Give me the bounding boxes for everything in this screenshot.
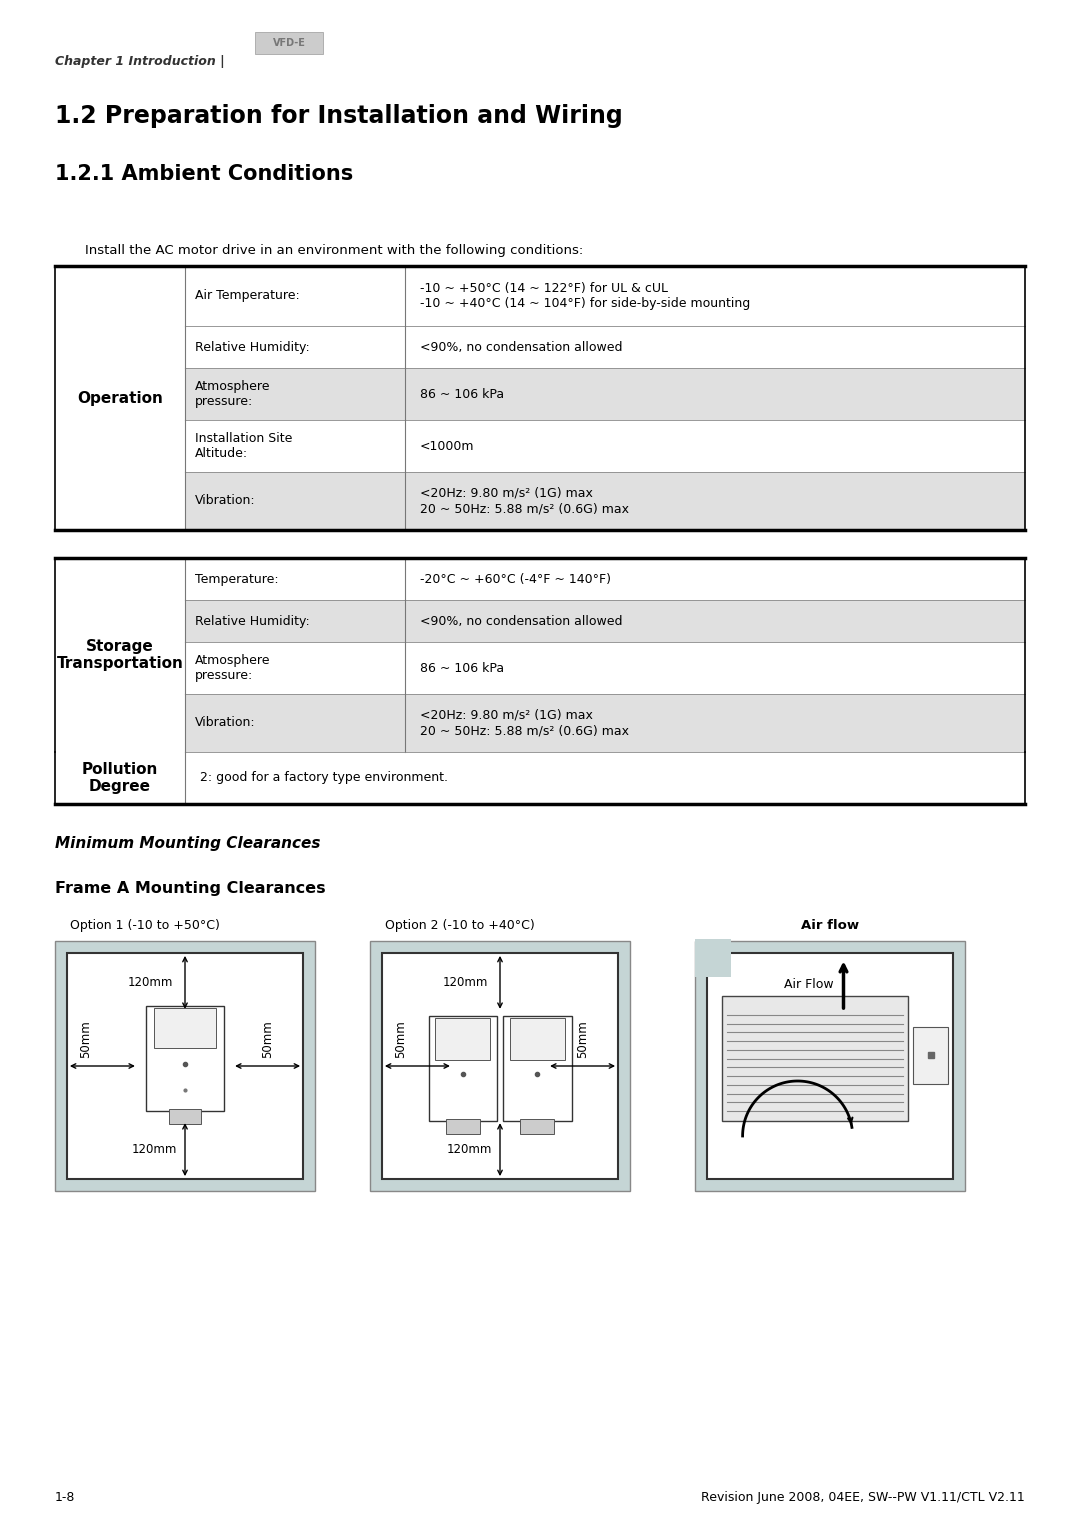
Text: 1.2 Preparation for Installation and Wiring: 1.2 Preparation for Installation and Wir… xyxy=(55,104,623,127)
Bar xyxy=(405,265,1025,327)
Text: Air flow: Air flow xyxy=(801,919,859,933)
Bar xyxy=(170,1109,201,1123)
Bar xyxy=(146,1006,224,1111)
Text: <20Hz: 9.80 m/s² (1G) max
20 ~ 50Hz: 5.88 m/s² (0.6G) max: <20Hz: 9.80 m/s² (1G) max 20 ~ 50Hz: 5.8… xyxy=(420,709,629,736)
Bar xyxy=(185,472,405,531)
Bar xyxy=(405,368,1025,420)
Text: 120mm: 120mm xyxy=(443,976,488,989)
Bar xyxy=(429,1016,497,1121)
Text: 120mm: 120mm xyxy=(447,1143,492,1157)
Bar xyxy=(503,1016,571,1121)
Text: -10 ~ +50°C (14 ~ 122°F) for UL & cUL
-10 ~ +40°C (14 ~ 104°F) for side-by-side : -10 ~ +50°C (14 ~ 122°F) for UL & cUL -1… xyxy=(420,282,751,310)
Bar xyxy=(723,996,908,1121)
Bar xyxy=(55,265,185,327)
Text: Atmosphere
pressure:: Atmosphere pressure: xyxy=(195,653,270,683)
Bar xyxy=(707,953,953,1180)
Text: 86 ~ 106 kPa: 86 ~ 106 kPa xyxy=(420,388,504,400)
Text: 50mm: 50mm xyxy=(80,1020,93,1058)
Bar xyxy=(405,693,1025,752)
Bar xyxy=(67,953,303,1180)
Bar xyxy=(696,940,966,1190)
Text: Revision June 2008, 04EE, SW--PW V1.11/CTL V2.11: Revision June 2008, 04EE, SW--PW V1.11/C… xyxy=(701,1491,1025,1503)
Text: <90%, no condensation allowed: <90%, no condensation allowed xyxy=(420,615,622,627)
Bar xyxy=(446,1118,480,1134)
Bar xyxy=(185,693,405,752)
Text: 86 ~ 106 kPa: 86 ~ 106 kPa xyxy=(420,661,504,675)
Text: Relative Humidity:: Relative Humidity: xyxy=(195,615,310,627)
Text: -20°C ~ +60°C (-4°F ~ 140°F): -20°C ~ +60°C (-4°F ~ 140°F) xyxy=(420,572,611,586)
Text: Temperature:: Temperature: xyxy=(195,572,279,586)
Text: Option 1 (-10 to +50°C): Option 1 (-10 to +50°C) xyxy=(70,919,220,933)
Bar xyxy=(185,265,405,327)
Bar xyxy=(55,472,185,531)
Text: Relative Humidity:: Relative Humidity: xyxy=(195,341,310,353)
Text: Minimum Mounting Clearances: Minimum Mounting Clearances xyxy=(55,836,321,851)
Text: Pollution
Degree: Pollution Degree xyxy=(82,762,158,795)
Bar xyxy=(521,1118,554,1134)
Bar xyxy=(185,752,1025,804)
Bar xyxy=(185,327,405,368)
Text: VFD-E: VFD-E xyxy=(272,38,306,48)
Bar xyxy=(55,600,185,643)
Bar xyxy=(55,643,185,693)
Text: 50mm: 50mm xyxy=(261,1020,274,1058)
Text: Atmosphere
pressure:: Atmosphere pressure: xyxy=(195,380,270,408)
Text: Operation: Operation xyxy=(77,391,163,405)
Text: Chapter 1 Introduction |: Chapter 1 Introduction | xyxy=(55,55,225,67)
Bar xyxy=(185,600,405,643)
Text: 1.2.1 Ambient Conditions: 1.2.1 Ambient Conditions xyxy=(55,164,353,184)
Bar xyxy=(405,327,1025,368)
Bar xyxy=(255,32,323,54)
Bar xyxy=(405,643,1025,693)
Bar xyxy=(405,600,1025,643)
Text: Frame A Mounting Clearances: Frame A Mounting Clearances xyxy=(55,881,326,896)
Bar xyxy=(185,643,405,693)
Bar xyxy=(55,327,185,368)
Bar xyxy=(435,1019,490,1060)
Bar xyxy=(55,693,185,752)
Text: Storage
Transportation: Storage Transportation xyxy=(56,638,184,672)
Bar xyxy=(55,752,185,804)
Bar xyxy=(510,1019,565,1060)
Text: Installation Site
Altitude:: Installation Site Altitude: xyxy=(195,433,293,460)
Text: Option 2 (-10 to +40°C): Option 2 (-10 to +40°C) xyxy=(384,919,535,933)
Text: Air Temperature:: Air Temperature: xyxy=(195,290,300,302)
Text: <20Hz: 9.80 m/s² (1G) max
20 ~ 50Hz: 5.88 m/s² (0.6G) max: <20Hz: 9.80 m/s² (1G) max 20 ~ 50Hz: 5.8… xyxy=(420,486,629,515)
Bar xyxy=(405,420,1025,472)
Text: Install the AC motor drive in an environment with the following conditions:: Install the AC motor drive in an environ… xyxy=(85,244,583,258)
Bar xyxy=(696,939,731,977)
Bar xyxy=(382,953,618,1180)
Bar xyxy=(55,420,185,472)
Bar xyxy=(913,1028,948,1083)
Bar xyxy=(55,368,185,420)
Text: 2: good for a factory type environment.: 2: good for a factory type environment. xyxy=(200,772,448,784)
Bar xyxy=(405,472,1025,531)
Bar xyxy=(185,368,405,420)
Text: <1000m: <1000m xyxy=(420,440,474,453)
Text: 1-8: 1-8 xyxy=(55,1491,76,1503)
Text: 120mm: 120mm xyxy=(132,1143,177,1157)
Text: Vibration:: Vibration: xyxy=(195,494,256,508)
Bar xyxy=(185,558,405,600)
Bar xyxy=(55,558,185,600)
Bar xyxy=(370,940,630,1190)
Text: 50mm: 50mm xyxy=(576,1020,589,1058)
Text: 120mm: 120mm xyxy=(127,976,173,989)
Bar xyxy=(405,558,1025,600)
Text: Vibration:: Vibration: xyxy=(195,716,256,730)
Text: Air Flow: Air Flow xyxy=(784,979,834,991)
Text: 50mm: 50mm xyxy=(394,1020,407,1058)
Text: <90%, no condensation allowed: <90%, no condensation allowed xyxy=(420,341,622,353)
Bar xyxy=(153,1008,216,1048)
Bar xyxy=(55,940,315,1190)
Bar xyxy=(185,420,405,472)
